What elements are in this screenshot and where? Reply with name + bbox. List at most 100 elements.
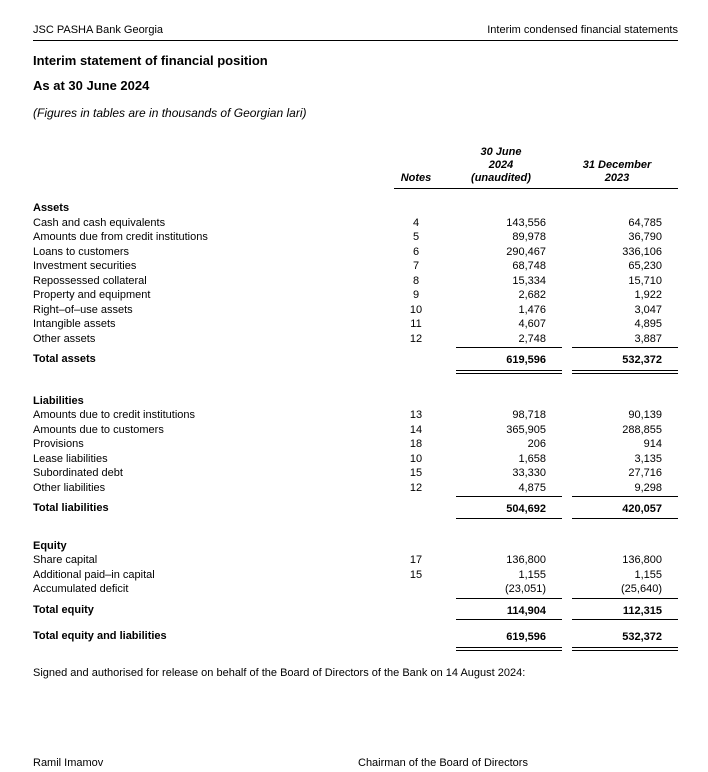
- row-note: 10: [409, 303, 423, 316]
- row-note: [394, 501, 438, 519]
- value-current: 619,596: [456, 352, 562, 374]
- total-row: Total equity 114,904 112,315: [33, 603, 678, 620]
- units-note: (Figures in tables are in thousands of G…: [33, 106, 307, 120]
- company-name: JSC PASHA Bank Georgia: [33, 24, 164, 36]
- column-header-current-period: 30 June 2024 (unaudited): [456, 146, 562, 185]
- value-current: 2,748: [456, 332, 562, 348]
- row-note: 15: [409, 467, 423, 479]
- row-label: Property and equipment: [33, 289, 151, 301]
- financial-position-table: Notes 30 June 2024 (unaudited) 31 Decemb…: [33, 146, 678, 651]
- row-note: 12: [409, 481, 423, 494]
- table-header-row: Notes 30 June 2024 (unaudited) 31 Decemb…: [33, 146, 678, 189]
- row-note: 7: [412, 260, 420, 272]
- row-note: 4: [412, 216, 420, 229]
- table-section: Liabilities Amounts due to credit institu…: [33, 394, 678, 519]
- table-row: Right–of–use assets 10 1,476 3,047: [33, 303, 678, 318]
- table-section: Equity Share capital 17 136,800 136,800 Addit…: [33, 539, 678, 651]
- value-current: 206: [527, 438, 546, 450]
- table-row: Other assets 12 2,748 3,887: [33, 332, 678, 348]
- row-note: [394, 629, 438, 651]
- row-note: 5: [412, 231, 420, 243]
- value-prior: 4,895: [634, 318, 662, 330]
- value-current: 33,330: [512, 467, 546, 479]
- table-row: Intangible assets 11 4,607 4,895: [33, 317, 678, 332]
- row-label: Other assets: [33, 332, 96, 345]
- value-prior: 3,047: [634, 303, 662, 316]
- row-label: Investment securities: [33, 260, 137, 272]
- value-current: 4,875: [456, 481, 562, 497]
- value-current: 365,905: [506, 423, 546, 436]
- table-body: Assets Cash and cash equivalents 4 143,556 6…: [33, 201, 678, 651]
- total-row: Total equity and liabilities 619,596 532,3…: [33, 629, 678, 651]
- row-note: 13: [409, 409, 423, 421]
- value-prior: 420,057: [572, 501, 678, 519]
- table-row: Loans to customers 6 290,467 336,106: [33, 245, 678, 260]
- value-current: 619,596: [456, 629, 562, 651]
- row-note: 14: [409, 423, 423, 436]
- row-label: Amounts due to credit institutions: [33, 409, 196, 421]
- value-current: 1,476: [518, 303, 546, 316]
- row-label: Share capital: [33, 554, 98, 566]
- value-prior: 36,790: [628, 231, 662, 243]
- row-note: 9: [412, 289, 420, 301]
- row-label: Intangible assets: [33, 318, 116, 330]
- column-header-line: 2024: [488, 159, 514, 171]
- row-label: Amounts due to customers: [33, 423, 164, 436]
- signatory-role: Chairman of the Board of Directors: [358, 756, 528, 769]
- row-label: Subordinated debt: [33, 467, 123, 479]
- row-note: 18: [409, 438, 423, 450]
- value-prior: 65,230: [628, 260, 662, 272]
- column-header-line: 2023: [604, 172, 630, 184]
- signoff-statement: Signed and authorised for release on beh…: [33, 666, 526, 679]
- value-prior: 288,855: [622, 423, 662, 436]
- table-row: Amounts due to customers 14 365,905 288,855: [33, 423, 678, 438]
- value-current: 290,467: [506, 245, 546, 258]
- row-label: Right–of–use assets: [33, 303, 133, 316]
- value-current: 1,658: [518, 452, 546, 465]
- row-label: Amounts due from credit institutions: [33, 231, 208, 243]
- total-row: Total liabilities 504,692 420,057: [33, 501, 678, 519]
- row-note: [394, 352, 438, 374]
- table-row: Additional paid–in capital 15 1,155 1,155: [33, 568, 678, 583]
- table-row: Repossessed collateral 8 15,334 15,710: [33, 274, 678, 289]
- column-header-prior-period: 31 December 2023: [572, 159, 678, 185]
- row-note: 17: [409, 554, 423, 566]
- signatory-name: Ramil Imamov: [33, 756, 104, 769]
- value-current: 143,556: [506, 216, 546, 229]
- table-row: Cash and cash equivalents 4 143,556 64,785: [33, 216, 678, 231]
- value-prior: 1,922: [634, 289, 662, 301]
- value-current: 4,607: [518, 318, 546, 330]
- value-current: 2,682: [518, 289, 546, 301]
- row-label: Additional paid–in capital: [33, 568, 155, 581]
- row-label: Total liabilities: [33, 502, 109, 514]
- row-note: 8: [412, 274, 420, 287]
- value-current: 1,155: [518, 568, 546, 581]
- row-label: Total equity: [33, 603, 94, 616]
- section-header: Equity: [33, 539, 67, 552]
- value-current: 136,800: [506, 554, 546, 566]
- row-label: Other liabilities: [33, 481, 106, 494]
- value-current: 68,748: [512, 260, 546, 272]
- value-current: 89,978: [512, 231, 546, 243]
- table-row: Lease liabilities 10 1,658 3,135: [33, 452, 678, 467]
- value-prior: 3,887: [572, 332, 678, 348]
- row-label: Total assets: [33, 353, 96, 365]
- column-header-notes: Notes: [400, 172, 432, 184]
- report-type: Interim condensed financial statements: [487, 24, 678, 36]
- row-label: Accumulated deficit: [33, 583, 129, 595]
- value-prior: 532,372: [572, 352, 678, 374]
- table-row: Property and equipment 9 2,682 1,922: [33, 288, 678, 303]
- row-label: Cash and cash equivalents: [33, 216, 166, 229]
- row-label: Provisions: [33, 438, 84, 450]
- value-prior: 27,716: [628, 467, 662, 479]
- value-prior: 532,372: [572, 629, 678, 651]
- value-prior: 336,106: [622, 245, 662, 258]
- row-note: 10: [409, 452, 423, 465]
- row-note: 11: [410, 318, 422, 330]
- section-header: Liabilities: [33, 394, 84, 407]
- value-prior: 15,710: [628, 274, 662, 287]
- row-label: Total equity and liabilities: [33, 630, 167, 642]
- column-header-line: 30 June: [480, 146, 522, 158]
- value-prior: 136,800: [622, 554, 662, 566]
